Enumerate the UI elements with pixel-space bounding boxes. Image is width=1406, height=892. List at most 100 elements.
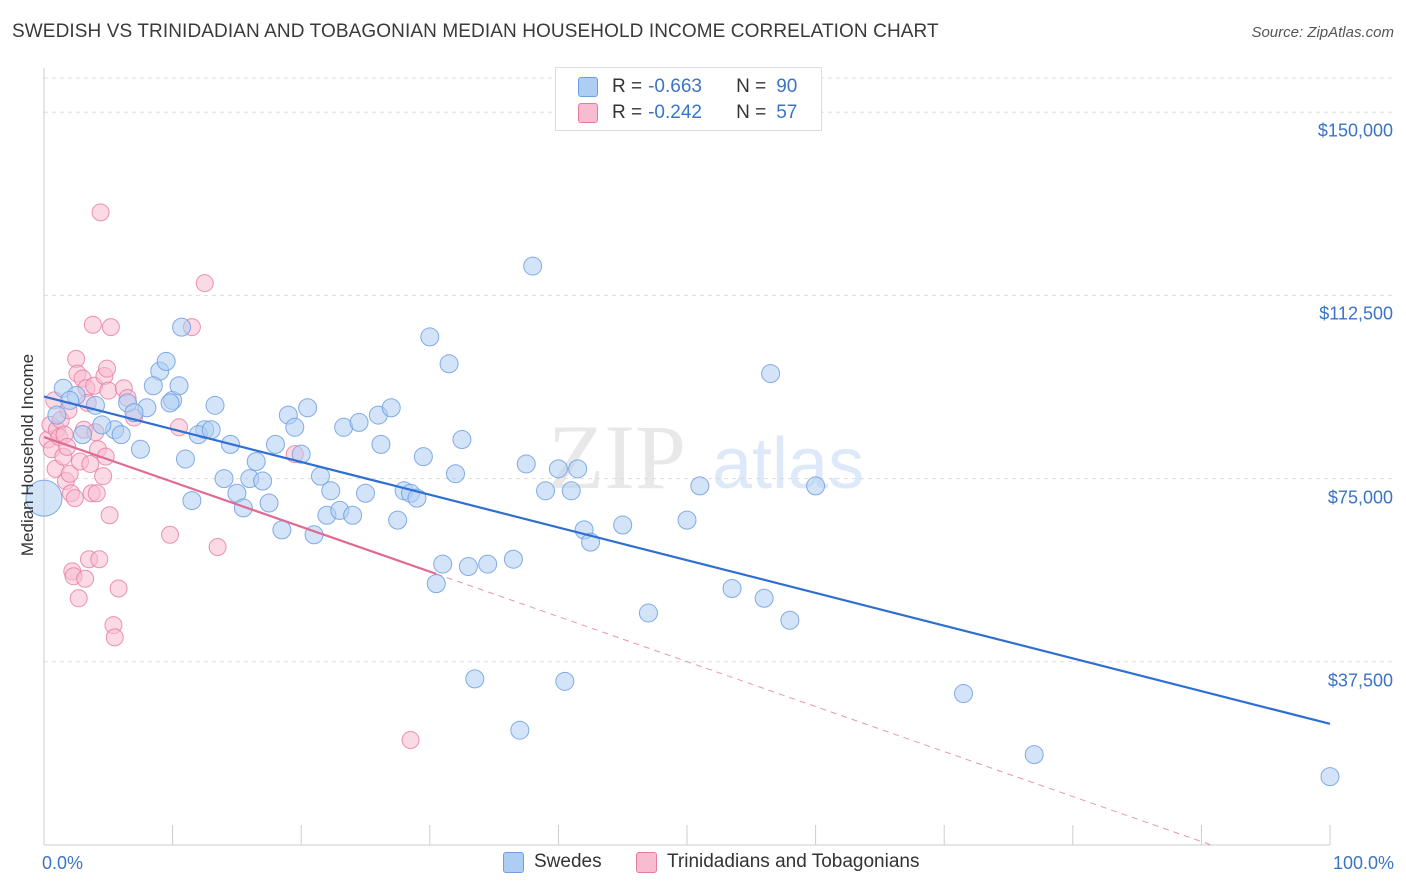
swede-point — [169, 376, 189, 396]
trinidadian-point — [60, 464, 79, 483]
swede-point — [433, 554, 453, 574]
swede-point — [420, 327, 440, 347]
swede-point — [465, 669, 485, 689]
legend-n-value: 90 — [776, 76, 798, 97]
legend-n-value: 57 — [776, 102, 798, 123]
swede-point — [388, 510, 408, 530]
swede-point — [143, 376, 163, 396]
swede-point — [548, 459, 568, 479]
x-tick-max: 100.0% — [1332, 853, 1394, 873]
watermark: ZIP atlas — [548, 406, 864, 508]
swede-point — [381, 398, 401, 418]
swede-point — [536, 481, 556, 501]
trinidadian-point — [100, 506, 119, 525]
trinidadian-point — [208, 537, 227, 556]
swede-point — [175, 449, 195, 469]
swede-point — [371, 434, 391, 454]
swede-point — [291, 444, 311, 464]
swede-point — [722, 579, 742, 599]
swede-point — [124, 403, 144, 423]
swede-point — [613, 515, 633, 535]
swede-point — [953, 684, 973, 704]
swede-point — [160, 393, 180, 413]
swede-point — [690, 476, 710, 496]
swede-point — [561, 481, 581, 501]
trinidadian-point — [90, 550, 109, 569]
swede-point — [761, 364, 781, 384]
swede-point — [780, 610, 800, 630]
swede-point — [156, 351, 176, 371]
y-tick-label: $150,000 — [1317, 120, 1393, 141]
legend-swatch-pink — [578, 103, 598, 123]
trinidadians-trend-line — [43, 436, 437, 575]
trinidadian-point — [91, 203, 110, 222]
swede-point — [458, 557, 478, 577]
swede-point — [1024, 745, 1044, 765]
swede-point — [349, 412, 369, 432]
swede-point — [205, 395, 225, 415]
swede-point — [233, 498, 253, 518]
swede-point — [510, 720, 530, 740]
swede-point — [677, 510, 697, 530]
swede-point — [73, 425, 93, 445]
swede-point — [272, 520, 292, 540]
trinidadian-point — [94, 467, 113, 486]
trinidadian-point — [98, 359, 117, 378]
trinidadian-point — [83, 315, 102, 334]
swede-point — [1320, 767, 1340, 787]
swede-point — [806, 476, 826, 496]
trinidadian-point — [99, 381, 118, 400]
swede-point — [478, 554, 498, 574]
swede-point — [754, 588, 774, 608]
y-tick-label: $112,500 — [1319, 303, 1393, 324]
swede-point — [182, 491, 202, 511]
swedes-swatch — [503, 851, 524, 873]
swede-point — [555, 671, 575, 691]
legend-r-label: R = — [612, 76, 643, 97]
swede-point — [285, 417, 305, 437]
axes — [43, 68, 1331, 846]
legend-n-label: N = — [736, 76, 767, 97]
legend-n-label: N = — [736, 102, 767, 123]
legend-item-swedes[interactable]: Swedes — [503, 851, 602, 873]
swede-point — [503, 549, 523, 569]
swedes-trend-line — [43, 395, 1331, 725]
trend-lines — [43, 395, 1331, 846]
legend-row-swedes: R = -0.663 N = 90 — [578, 74, 797, 100]
swede-point — [25, 479, 63, 517]
swede-point — [47, 405, 67, 425]
swede-point — [439, 354, 459, 374]
swede-point — [446, 464, 466, 484]
swede-point — [426, 574, 446, 594]
trinidadian-point — [101, 318, 120, 337]
swedes-label: Swedes — [534, 851, 602, 872]
legend-item-trinidadians[interactable]: Trinidadians and Tobagonians — [636, 851, 919, 873]
trinidadian-point — [81, 454, 100, 473]
swede-point — [356, 483, 375, 503]
swede-point — [321, 481, 341, 501]
watermark-atlas: atlas — [712, 424, 864, 504]
swede-point — [92, 415, 112, 435]
swede-point — [130, 439, 150, 459]
swede-point — [259, 493, 279, 513]
swede-point — [172, 317, 192, 337]
swede-point — [568, 459, 588, 479]
legend-r-label: R = — [612, 102, 643, 123]
y-tick-label: $37,500 — [1327, 670, 1393, 691]
trinidadian-point — [195, 274, 214, 293]
y-axis-label: Median Household Income — [18, 353, 37, 557]
blue-series-points — [25, 256, 1340, 787]
trinidadian-point — [69, 589, 88, 608]
trinidadians-swatch — [636, 851, 657, 873]
source-label: Source: ZipAtlas.com — [1251, 24, 1394, 41]
swede-point — [201, 420, 221, 440]
swede-point — [253, 471, 273, 491]
swede-point — [298, 398, 318, 418]
trinidadian-point — [65, 489, 84, 508]
gridlines — [44, 77, 1393, 663]
x-tick-min: 0.0% — [42, 853, 84, 873]
y-tick-label: $75,000 — [1327, 487, 1393, 508]
trinidadians-label: Trinidadians and Tobagonians — [667, 851, 920, 872]
trinidadian-point — [76, 569, 95, 588]
